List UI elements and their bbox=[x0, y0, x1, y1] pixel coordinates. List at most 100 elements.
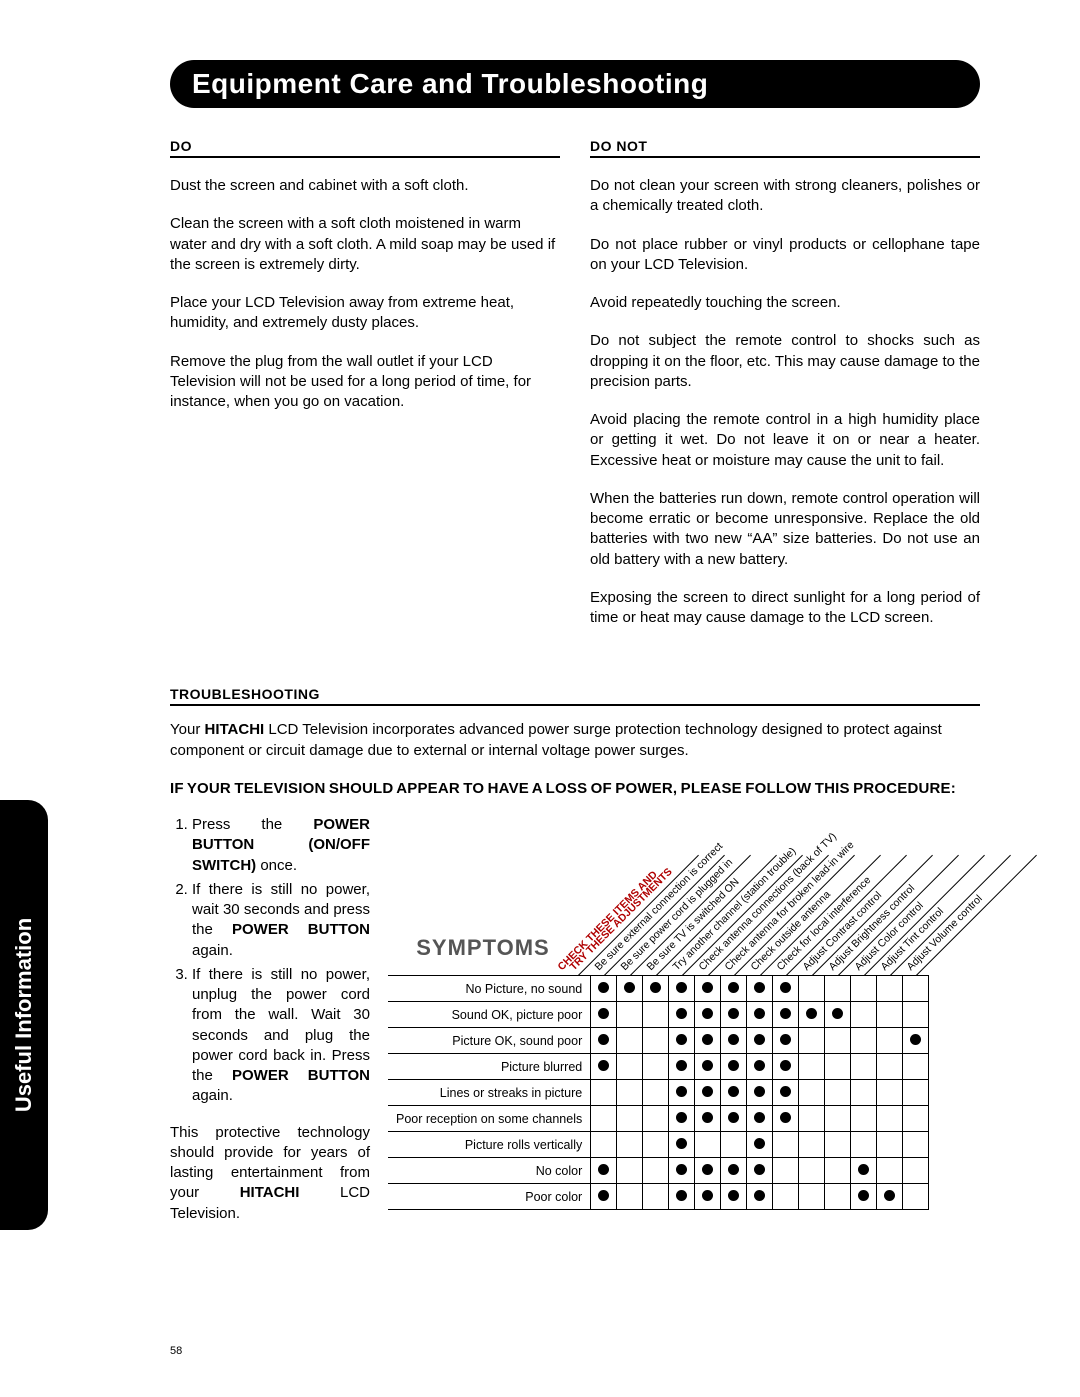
matrix-cell bbox=[591, 976, 617, 1002]
dot-icon bbox=[650, 982, 661, 993]
do-para: Place your LCD Television away from extr… bbox=[170, 293, 560, 334]
matrix-cell bbox=[591, 1132, 617, 1158]
matrix-cell bbox=[799, 1132, 825, 1158]
matrix-cell bbox=[903, 1158, 929, 1184]
dot-icon bbox=[702, 1164, 713, 1175]
matrix-row-label: Poor color bbox=[388, 1184, 591, 1210]
matrix-row-label: Sound OK, picture poor bbox=[388, 1002, 591, 1028]
dot-icon bbox=[676, 1164, 687, 1175]
dot-icon bbox=[676, 1190, 687, 1201]
matrix-cell bbox=[617, 1002, 643, 1028]
matrix-cell bbox=[695, 1158, 721, 1184]
dot-icon bbox=[858, 1164, 869, 1175]
matrix-cell bbox=[643, 1106, 669, 1132]
dot-icon bbox=[598, 1060, 609, 1071]
dot-icon bbox=[676, 1008, 687, 1019]
matrix-row: Sound OK, picture poor bbox=[388, 1002, 929, 1028]
matrix-cell bbox=[643, 1002, 669, 1028]
text: Press the bbox=[192, 816, 313, 833]
matrix-row-label: Picture blurred bbox=[388, 1054, 591, 1080]
matrix-cell bbox=[851, 1028, 877, 1054]
matrix-cell bbox=[643, 1080, 669, 1106]
procedure-heading: IF YOUR TELEVISION SHOULD APPEAR TO HAVE… bbox=[170, 779, 980, 799]
matrix-cell bbox=[721, 1158, 747, 1184]
dot-icon bbox=[754, 1138, 765, 1149]
matrix-row: Picture rolls vertically bbox=[388, 1132, 929, 1158]
matrix-row-label: No color bbox=[388, 1158, 591, 1184]
matrix-cell bbox=[773, 1132, 799, 1158]
matrix-cell bbox=[903, 1132, 929, 1158]
matrix-cell bbox=[877, 1184, 903, 1210]
dot-icon bbox=[754, 1112, 765, 1123]
matrix-cell bbox=[877, 976, 903, 1002]
dot-icon bbox=[702, 1190, 713, 1201]
symptoms-matrix: SYMPTOMS CHECK THESE ITEMS ANDTRY THESE … bbox=[388, 815, 980, 1224]
dot-icon bbox=[728, 1060, 739, 1071]
matrix-cell bbox=[695, 1132, 721, 1158]
matrix-cell bbox=[877, 1132, 903, 1158]
matrix-cell bbox=[773, 1080, 799, 1106]
matrix-cell bbox=[643, 1054, 669, 1080]
matrix-cell bbox=[903, 1054, 929, 1080]
dot-icon bbox=[676, 1060, 687, 1071]
matrix-cell bbox=[721, 1132, 747, 1158]
matrix-cell bbox=[903, 1002, 929, 1028]
matrix-cell bbox=[851, 1158, 877, 1184]
matrix-cell bbox=[747, 1106, 773, 1132]
matrix-row: Poor reception on some channels bbox=[388, 1106, 929, 1132]
matrix-cell bbox=[669, 1028, 695, 1054]
matrix-cell bbox=[747, 1080, 773, 1106]
dot-icon bbox=[884, 1190, 895, 1201]
do-para: Remove the plug from the wall outlet if … bbox=[170, 352, 560, 413]
dot-icon bbox=[598, 982, 609, 993]
matrix-cell bbox=[643, 1184, 669, 1210]
matrix-row: Picture blurred bbox=[388, 1054, 929, 1080]
matrix-cell bbox=[877, 1002, 903, 1028]
matrix-cell bbox=[617, 1184, 643, 1210]
matrix-cell bbox=[903, 1080, 929, 1106]
matrix-row: Lines or streaks in picture bbox=[388, 1080, 929, 1106]
dot-icon bbox=[754, 1164, 765, 1175]
matrix-cell bbox=[825, 1184, 851, 1210]
matrix-cell bbox=[695, 1080, 721, 1106]
troubleshooting-intro: Your HITACHI LCD Television incorporates… bbox=[170, 720, 980, 761]
dot-icon bbox=[754, 1086, 765, 1097]
dot-icon bbox=[780, 1112, 791, 1123]
matrix-cell bbox=[617, 1080, 643, 1106]
dot-icon bbox=[780, 982, 791, 993]
matrix-row-label: Poor reception on some channels bbox=[388, 1106, 591, 1132]
matrix-row-label: Lines or streaks in picture bbox=[388, 1080, 591, 1106]
procedure-steps-column: Press the POWER BUTTON (ON/OFF SWITCH) o… bbox=[170, 815, 370, 1224]
donot-heading: DO NOT bbox=[590, 138, 980, 158]
matrix-row: Poor color bbox=[388, 1184, 929, 1210]
matrix-cell bbox=[617, 1028, 643, 1054]
procedure-step: If there is still no power, wait 30 seco… bbox=[192, 880, 370, 961]
matrix-cell bbox=[825, 1002, 851, 1028]
donot-para: Do not clean your screen with strong cle… bbox=[590, 176, 980, 217]
dot-icon bbox=[702, 1008, 713, 1019]
matrix-cell bbox=[695, 1184, 721, 1210]
matrix-column-headers: CHECK THESE ITEMS ANDTRY THESE ADJUSTMEN… bbox=[388, 815, 980, 975]
text: LCD Television incorporates advanced pow… bbox=[170, 721, 942, 758]
do-heading: DO bbox=[170, 138, 560, 158]
dot-icon bbox=[754, 982, 765, 993]
brand-name: HITACHI bbox=[204, 721, 264, 738]
matrix-cell bbox=[877, 1106, 903, 1132]
matrix-cell bbox=[877, 1080, 903, 1106]
matrix-cell bbox=[851, 1080, 877, 1106]
matrix-cell bbox=[695, 1002, 721, 1028]
dot-icon bbox=[728, 1112, 739, 1123]
matrix-cell bbox=[851, 1002, 877, 1028]
matrix-cell bbox=[903, 1106, 929, 1132]
matrix-cell bbox=[721, 1028, 747, 1054]
matrix-cell bbox=[851, 1054, 877, 1080]
matrix-cell bbox=[617, 1158, 643, 1184]
matrix-cell bbox=[721, 1106, 747, 1132]
matrix-cell bbox=[669, 1054, 695, 1080]
dot-icon bbox=[754, 1008, 765, 1019]
matrix-cell bbox=[695, 1054, 721, 1080]
dot-icon bbox=[598, 1008, 609, 1019]
matrix-cell bbox=[825, 1106, 851, 1132]
matrix-row: No color bbox=[388, 1158, 929, 1184]
matrix-cell bbox=[773, 1002, 799, 1028]
